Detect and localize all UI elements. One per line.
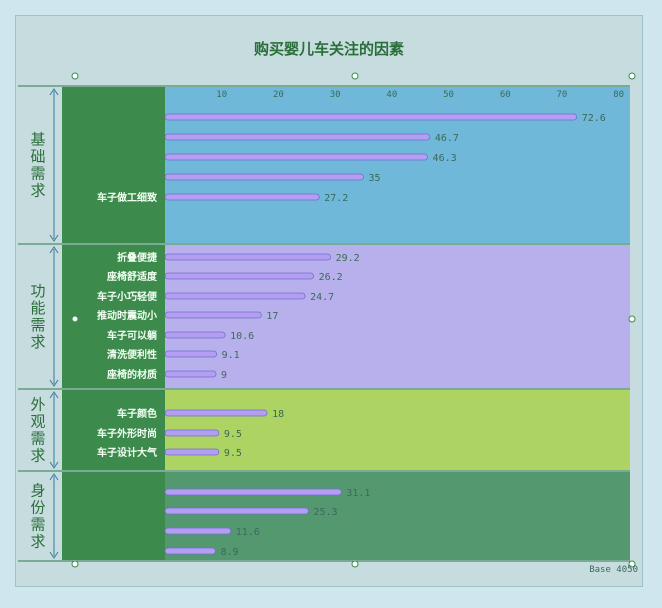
bar: [164, 272, 314, 280]
bar: [164, 547, 216, 555]
label-column-2: [62, 245, 165, 388]
bracket-arrow-down: [49, 551, 59, 559]
data-label: 18: [272, 409, 284, 420]
data-label: 10.6: [230, 331, 254, 342]
data-label: 9: [221, 370, 227, 381]
group-band-3: [165, 390, 630, 470]
bar: [164, 133, 431, 141]
selection-handle: [71, 72, 79, 80]
bar: [164, 173, 364, 181]
x-tick-label: 30: [330, 90, 341, 100]
bar: [164, 153, 428, 161]
group-label-char: 需: [30, 165, 45, 183]
data-label: 35: [368, 173, 380, 184]
selection-handle: [71, 315, 79, 323]
data-label: 17: [266, 311, 278, 322]
bar: [164, 527, 232, 535]
category-label: 车子外形时尚: [97, 427, 157, 440]
group-label-char: 需: [30, 516, 45, 534]
category-label: 推动时震动小: [97, 309, 157, 322]
data-label: 8.9: [220, 547, 238, 558]
data-label: 26.2: [319, 272, 343, 283]
group-label-char: 需: [30, 430, 45, 448]
x-tick-label: 10: [216, 90, 227, 100]
category-label: 座椅舒适度: [106, 270, 158, 283]
bar: [164, 350, 218, 358]
bracket-arrow-up: [49, 473, 59, 481]
data-label: 27.2: [324, 193, 348, 204]
data-label: 25.3: [313, 507, 337, 518]
x-tick-label: 80: [613, 90, 624, 100]
data-label: 46.3: [433, 153, 457, 164]
category-label: 车子做工细致: [97, 191, 158, 204]
data-label: 9.5: [224, 429, 242, 440]
bar: [164, 370, 217, 378]
selection-handle: [628, 315, 636, 323]
bar: [164, 331, 226, 339]
base-note: Base 4050: [589, 565, 638, 575]
data-label: 46.7: [435, 133, 459, 144]
x-tick-label: 60: [500, 90, 511, 100]
category-label: 车子小巧轻便: [97, 290, 158, 303]
bar: [164, 488, 342, 496]
selection-handle: [628, 560, 636, 568]
bracket-arrow-down: [49, 234, 59, 242]
bar: [164, 507, 309, 515]
bracket-arrow-up: [49, 88, 59, 96]
bar: [164, 292, 306, 300]
group-label-char: 身: [30, 482, 45, 500]
x-tick-label: 40: [386, 90, 397, 100]
group-label-char: 份: [30, 499, 45, 517]
group-band-4: [165, 472, 630, 560]
bracket-arrow-up: [49, 246, 59, 254]
group-band-1: [165, 87, 630, 243]
category-label: 座椅的材质: [106, 368, 157, 381]
bracket-arrow-down: [49, 461, 59, 469]
bar: [164, 448, 220, 456]
data-label: 29.2: [336, 253, 360, 264]
data-label: 24.7: [310, 292, 334, 303]
group-label-char: 观: [30, 413, 45, 431]
data-label: 31.1: [346, 488, 370, 499]
category-label: 清洗便利性: [107, 348, 157, 361]
x-tick-label: 70: [557, 90, 568, 100]
group-label-char: 外: [30, 396, 45, 414]
group-label-char: 需: [30, 316, 45, 334]
category-label: 车子颜色: [117, 407, 157, 420]
group-label-char: 能: [30, 299, 45, 317]
group-label-char: 基: [30, 131, 45, 149]
bar: [164, 409, 268, 417]
label-column-1: [62, 87, 165, 243]
category-label: 车子设计大气: [97, 446, 157, 459]
chart-title: 购买婴儿车关注的因素: [253, 40, 404, 58]
bar: [164, 429, 220, 437]
group-label-char: 求: [30, 333, 45, 351]
group-label-char: 求: [30, 447, 45, 465]
label-column-3: [62, 390, 165, 470]
data-label: 11.6: [236, 527, 260, 538]
x-tick-label: 50: [443, 90, 454, 100]
bar: [164, 311, 262, 319]
group-label-char: 求: [30, 182, 45, 200]
selection-handle: [628, 72, 636, 80]
label-column-4: [62, 472, 165, 560]
bracket-arrow-down: [49, 379, 59, 387]
group-label-char: 础: [30, 148, 45, 166]
data-label: 9.1: [222, 350, 240, 361]
selection-handle: [351, 560, 359, 568]
category-label: 折叠便捷: [117, 251, 158, 264]
group-label-char: 功: [30, 282, 45, 300]
bar: [164, 193, 320, 201]
group-label-char: 求: [30, 533, 45, 551]
bar: [164, 253, 331, 261]
selection-handle: [351, 72, 359, 80]
data-label: 9.5: [224, 448, 242, 459]
data-label: 72.6: [582, 113, 606, 124]
category-label: 车子可以躺: [107, 329, 157, 342]
selection-handle: [71, 560, 79, 568]
x-tick-label: 20: [273, 90, 284, 100]
bracket-arrow-up: [49, 391, 59, 399]
bar: [164, 113, 578, 121]
